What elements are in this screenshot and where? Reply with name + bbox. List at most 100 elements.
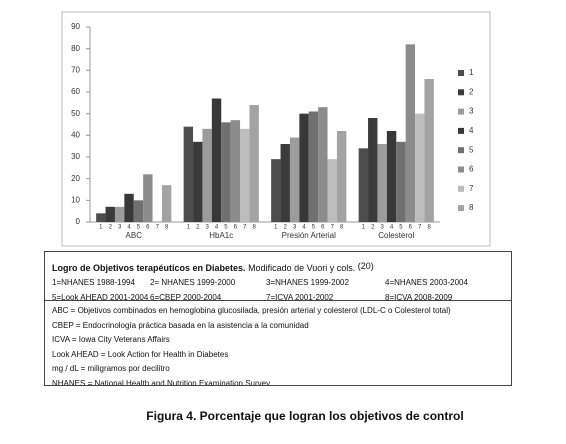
legend-entry: 6=CBEP 2000-2004	[150, 293, 222, 302]
bar	[368, 118, 378, 222]
bar	[240, 128, 250, 222]
x-sub-label: 2	[284, 225, 288, 231]
bar	[405, 44, 416, 223]
x-sub-label: 4	[390, 225, 394, 231]
x-sub-label: 7	[243, 225, 247, 231]
x-sub-label: 5	[399, 225, 403, 231]
y-tick-label: 90	[71, 22, 80, 31]
table-subtitle: Modificado de Vuori y cols.	[248, 263, 356, 273]
legend-swatch	[458, 89, 464, 96]
bar	[249, 105, 259, 222]
x-tick-label: ABC	[126, 231, 143, 240]
x-tick-label: Colesterol	[378, 231, 414, 240]
legend-entry: 1=NHANES 1988-1994	[52, 278, 135, 287]
x-sub-label: 4	[215, 225, 219, 231]
x-sub-label: 7	[331, 225, 335, 231]
x-sub-label: 5	[137, 225, 141, 231]
bar	[415, 113, 425, 222]
x-sub-label: 6	[234, 225, 238, 231]
legend-entry: 8=ICVA 2008-2009	[385, 293, 453, 302]
bar	[230, 120, 241, 222]
x-sub-label: 8	[165, 225, 169, 231]
bar	[124, 193, 134, 222]
bar	[358, 148, 369, 222]
chart-frame	[61, 11, 491, 247]
x-sub-label: 3	[118, 225, 122, 231]
bar	[183, 126, 194, 222]
legend-swatch	[458, 205, 464, 212]
legend-swatch	[458, 185, 464, 192]
figure-caption: Figura 4. Porcentaje que logran los obje…	[146, 409, 464, 423]
legend-swatch	[458, 127, 464, 134]
x-sub-label: 3	[293, 225, 297, 231]
bar	[396, 141, 406, 222]
bar	[299, 113, 309, 222]
x-sub-label: 1	[187, 225, 191, 231]
separator	[45, 300, 511, 301]
bar	[377, 144, 387, 222]
x-sub-label: 6	[321, 225, 325, 231]
legend-entry: 2= NHANES 1999-2000	[150, 278, 236, 287]
x-sub-label: 2	[109, 225, 113, 231]
legend-entry: 3=NHANES 1999-2002	[266, 278, 349, 287]
bar	[386, 131, 397, 222]
x-sub-label: 6	[146, 225, 150, 231]
legend-label: 6	[469, 165, 474, 174]
y-tick-label: 60	[71, 87, 80, 96]
bar	[114, 206, 125, 222]
bar	[143, 174, 153, 222]
x-sub-label: 5	[224, 225, 228, 231]
x-sub-label: 5	[312, 225, 316, 231]
x-sub-label: 3	[380, 225, 384, 231]
bar	[96, 213, 106, 222]
y-tick-label: 0	[76, 217, 81, 226]
legend-label: 5	[469, 145, 474, 154]
x-tick-label: Presión Arterial	[282, 231, 336, 240]
x-sub-label: 6	[409, 225, 413, 231]
y-tick-label: 30	[71, 152, 80, 161]
abbreviation-note: NHANES = National Health and Nutrition E…	[52, 378, 271, 386]
bar	[280, 144, 290, 222]
bar	[202, 128, 212, 222]
x-sub-label: 3	[205, 225, 209, 231]
x-sub-label: 4	[302, 225, 306, 231]
legend-label: 2	[469, 87, 474, 96]
y-tick-label: 10	[71, 195, 80, 204]
bar	[271, 159, 281, 222]
table-title: Logro de Objetivos terapéuticos en Diabe…	[52, 261, 374, 273]
x-sub-label: 2	[196, 225, 200, 231]
y-tick-label: 80	[71, 44, 80, 53]
abbreviation-note: ABC = Objetivos combinados en hemoglobin…	[52, 306, 451, 315]
x-sub-label: 7	[156, 225, 160, 231]
x-sub-label: 7	[418, 225, 422, 231]
legend-swatch	[458, 147, 464, 154]
legend-label: 8	[469, 203, 474, 212]
y-tick-label: 40	[71, 130, 80, 139]
x-sub-label: 1	[99, 225, 103, 231]
abbreviation-note: Look AHEAD = Look Action for Health in D…	[52, 349, 229, 359]
bar	[193, 141, 203, 222]
legend-entry: 5=Look AHEAD 2001-2004	[52, 293, 149, 302]
bar	[327, 159, 337, 222]
bar	[133, 200, 144, 222]
x-sub-label: 2	[371, 225, 375, 231]
legend-swatch	[458, 108, 464, 115]
table-title-bold: Logro de Objetivos terapéuticos en Diabe…	[52, 263, 246, 273]
bar	[289, 137, 300, 222]
x-tick-label: HbA1c	[209, 231, 233, 240]
y-tick-label: 50	[71, 109, 80, 118]
x-sub-label: 8	[252, 225, 256, 231]
x-sub-label: 8	[427, 225, 431, 231]
bar	[105, 206, 115, 222]
bar	[221, 122, 231, 222]
legend-swatch	[458, 166, 464, 173]
legend-swatch	[458, 70, 464, 76]
y-tick-label: 20	[71, 174, 80, 183]
bar	[161, 185, 172, 222]
legend-label: 7	[469, 184, 474, 193]
abbreviation-note: mg / dL = miligramos por decilitro	[52, 364, 170, 373]
bar	[318, 107, 328, 222]
bar	[424, 79, 434, 222]
